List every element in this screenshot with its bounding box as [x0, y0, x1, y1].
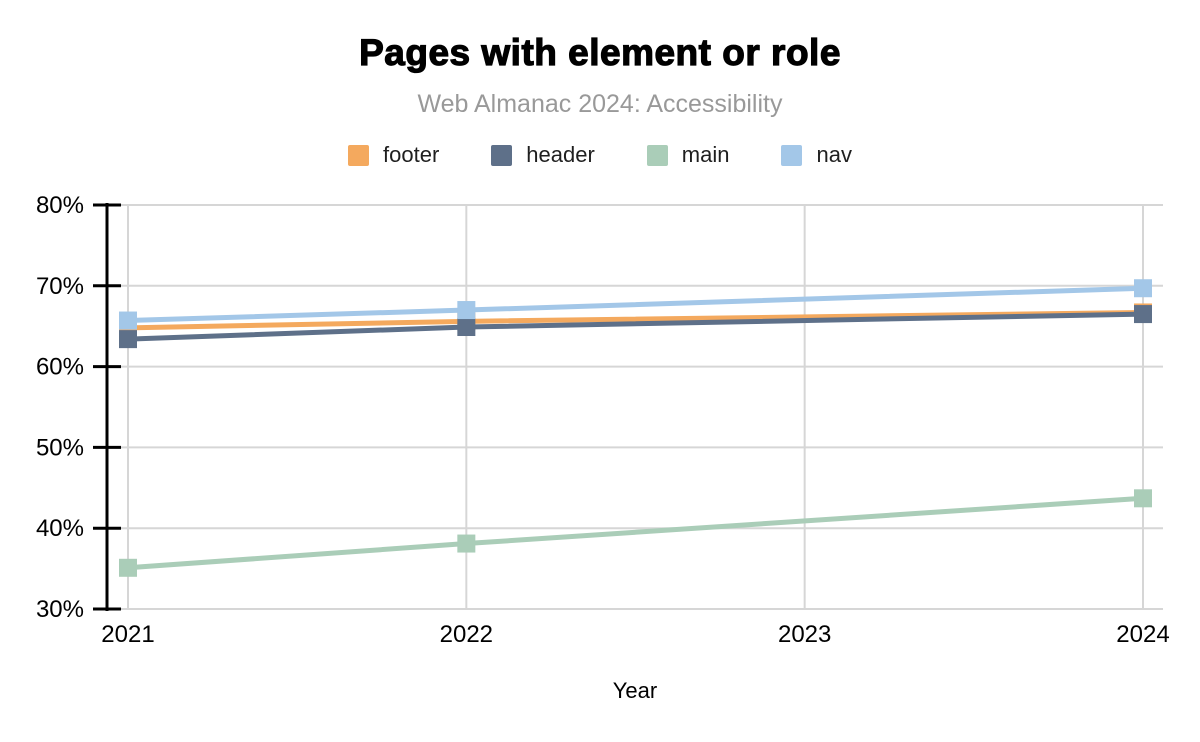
legend-item-nav: nav: [781, 142, 852, 168]
legend-swatch-nav: [781, 144, 803, 166]
chart-title: Pages with element or role: [358, 31, 841, 73]
chart-legend: footer header main nav: [0, 142, 1200, 168]
x-axis-title: Year: [613, 678, 657, 703]
data-point-header-2021: [119, 330, 137, 349]
legend-label-nav: nav: [816, 142, 852, 167]
y-axis-tick-label-40: 40%: [36, 515, 84, 542]
y-axis-tick-label-30: 30%: [36, 596, 84, 623]
legend-item-main: main: [646, 142, 730, 168]
data-point-main-2022: [457, 534, 476, 553]
legend-label-header: header: [526, 142, 595, 167]
y-axis-tick-label-60: 60%: [36, 354, 84, 381]
data-point-nav-2024: [1134, 279, 1152, 298]
legend-item-footer: footer: [348, 142, 439, 168]
y-axis-tick-label-50: 50%: [36, 434, 84, 461]
legend-item-header: header: [491, 142, 595, 168]
legend-label-main: main: [681, 142, 730, 167]
data-point-nav-2022: [457, 301, 476, 320]
legend-swatch-header: [491, 144, 513, 166]
data-point-header-2022: [457, 318, 476, 337]
data-point-main-2021: [119, 558, 137, 577]
legend-swatch-footer: [348, 144, 370, 166]
data-point-main-2024: [1134, 489, 1152, 508]
legend-label-footer: footer: [383, 142, 440, 167]
y-axis-tick-label-70: 70%: [36, 273, 84, 300]
data-point-header-2024: [1134, 305, 1152, 324]
x-axis-tick-label-2023: 2023: [778, 621, 831, 648]
y-axis-tick-label-80: 80%: [36, 192, 84, 219]
x-axis-tick-label-2024: 2024: [1116, 621, 1169, 648]
x-axis-tick-label-2022: 2022: [440, 621, 493, 648]
x-axis-tick-label-2021: 2021: [101, 621, 154, 648]
chart-subtitle: Web Almanac 2024: Accessibility: [417, 90, 783, 118]
legend-swatch-main: [646, 144, 668, 166]
data-point-nav-2021: [119, 311, 137, 330]
series-line-main: [127, 495, 1144, 571]
